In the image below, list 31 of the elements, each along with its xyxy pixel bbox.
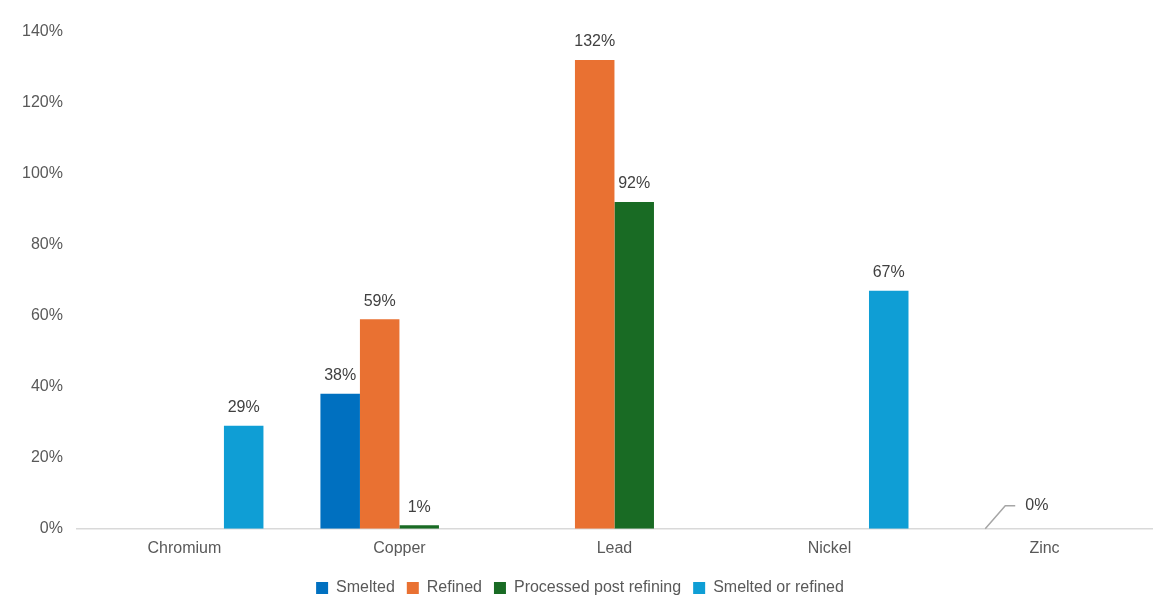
legend-label: Smelted or refined xyxy=(713,578,844,596)
data-label: 132% xyxy=(574,32,616,50)
data-label: 0% xyxy=(1025,496,1049,514)
x-tick-label: Nickel xyxy=(807,538,852,556)
bar xyxy=(359,319,400,529)
x-tick-label: Chromium xyxy=(147,538,222,556)
data-label: 92% xyxy=(618,174,651,192)
bar xyxy=(868,290,909,529)
bar xyxy=(614,202,654,529)
y-tick-label: 100% xyxy=(22,164,63,182)
x-tick-label: Lead xyxy=(596,538,633,556)
bar xyxy=(223,425,264,529)
data-label: 59% xyxy=(363,291,396,309)
y-tick-label: 120% xyxy=(22,93,63,111)
y-tick-label: 140% xyxy=(22,22,63,40)
x-tick-label: Zinc xyxy=(1029,538,1060,556)
y-tick-label: 80% xyxy=(30,235,63,253)
data-label: 67% xyxy=(872,263,905,281)
legend-label: Processed post refining xyxy=(513,578,682,596)
y-tick-label: 0% xyxy=(39,519,63,537)
data-label: 1% xyxy=(407,497,431,515)
y-tick-label: 40% xyxy=(30,377,63,395)
x-tick-label: Copper xyxy=(373,538,427,556)
legend-label: Smelted xyxy=(336,578,395,596)
legend-label: Refined xyxy=(426,578,482,596)
y-tick-label: 20% xyxy=(30,448,63,466)
y-tick-label: 60% xyxy=(30,306,63,324)
bar xyxy=(320,393,360,529)
bar xyxy=(574,60,615,529)
data-label: 38% xyxy=(324,366,357,384)
data-label: 29% xyxy=(227,398,260,416)
